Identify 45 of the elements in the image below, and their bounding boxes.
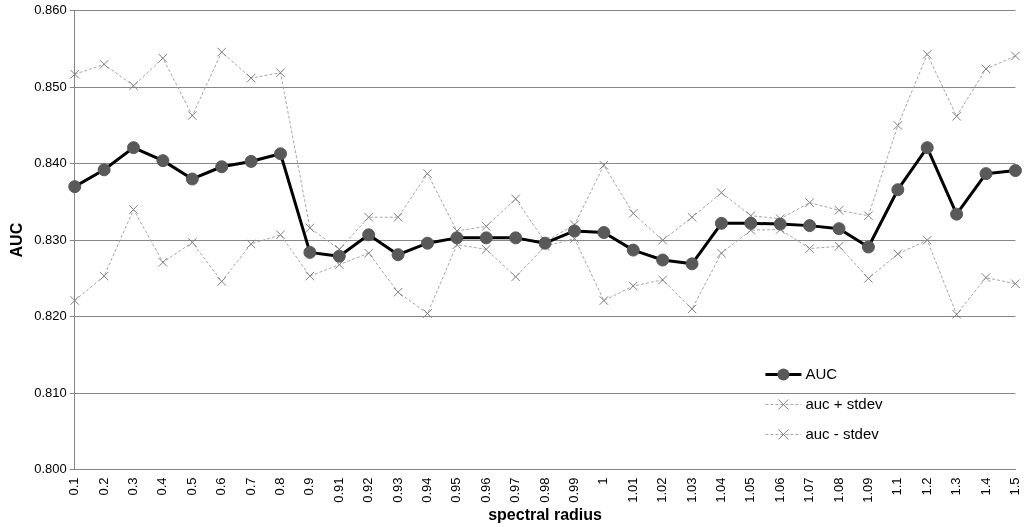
x-tick-label: 0.99 [566,477,582,503]
x-tick-label: 1.07 [801,477,817,503]
x-tick-label: 0.7 [242,477,258,496]
x-tick-label: 1.05 [742,477,758,503]
x-tick-label: 0.9 [301,477,317,496]
x-tick-label: 0.1 [66,477,82,496]
y-tick-label: 0.810 [34,384,67,400]
x-tick-label: 1.01 [624,477,640,503]
x-tick-label: 0.93 [389,477,405,503]
x-tick-label: 0.95 [448,477,464,503]
legend-label: auc - stdev [805,424,880,442]
x-tick-label: 1.4 [977,477,993,496]
x-tick-label: 0.2 [95,477,111,496]
x-tick-label: 0.94 [419,477,435,503]
y-tick-label: 0.840 [34,155,67,171]
x-tick-label: 1.2 [918,477,934,496]
x-tick-label: 1.09 [860,477,875,503]
x-tick-label: 0.4 [154,477,170,496]
y-axis-title: AUC [8,222,26,258]
x-tick-label: 0.97 [507,477,523,503]
x-tick-label: 0.5 [183,477,199,496]
x-tick-label: 1.03 [683,477,699,503]
y-tick-label: 0.800 [34,461,67,477]
y-tick-label: 0.860 [34,2,67,18]
x-tick-label: 1.08 [830,477,846,503]
x-tick-label: 1 [595,477,611,485]
x-tick-label: 0.8 [272,477,288,496]
x-tick-label: 1.04 [713,477,729,503]
x-tick-label: 0.91 [330,477,346,503]
x-tick-label: 1.06 [771,477,787,503]
x-tick-label: 0.98 [536,477,552,503]
x-tick-label: 1.02 [654,477,670,503]
legend-label: auc + stdev [805,394,884,412]
x-axis-title: spectral radius [488,505,603,523]
y-tick-label: 0.830 [34,231,67,247]
x-tick-label: 0.96 [477,477,493,503]
x-tick-label: 0.92 [360,477,376,503]
y-tick-label: 0.850 [34,78,67,94]
x-tick-label: 0.3 [125,477,141,496]
x-tick-label: 1.5 [1006,477,1022,496]
x-tick-label: 1.1 [889,477,905,496]
x-tick-label: 0.6 [213,477,229,496]
x-tick-label: 1.3 [948,477,964,496]
legend-label: AUC [805,364,838,382]
y-tick-label: 0.820 [34,308,67,324]
